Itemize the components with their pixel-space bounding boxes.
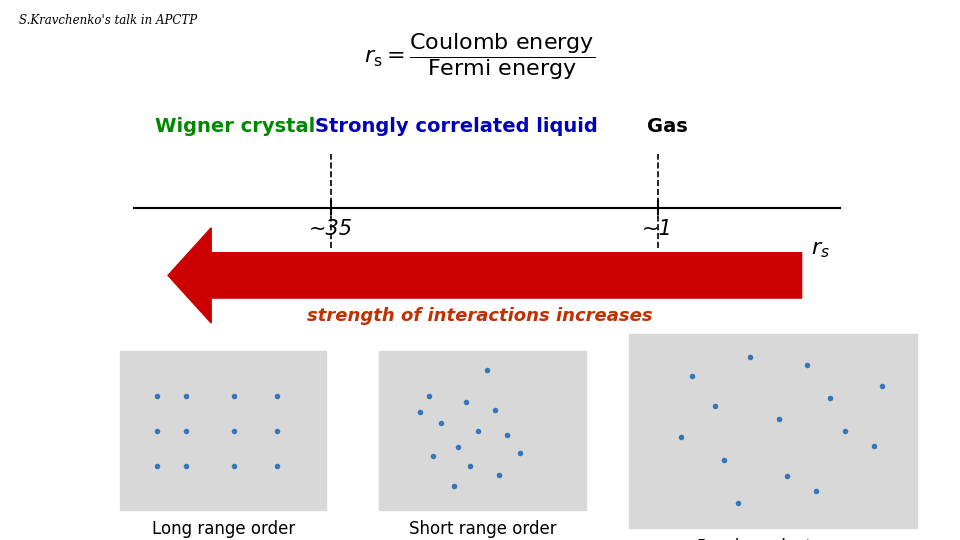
Text: Long range order: Long range order bbox=[152, 520, 295, 538]
Polygon shape bbox=[168, 228, 802, 323]
Bar bbox=[629, 334, 917, 528]
Text: $r_s$: $r_s$ bbox=[811, 240, 830, 260]
Text: $r_\mathrm{s} = \dfrac{\mathrm{Coulomb\ energy}}{\mathrm{Fermi\ energy}}$: $r_\mathrm{s} = \dfrac{\mathrm{Coulomb\ … bbox=[365, 31, 595, 82]
Text: Gas: Gas bbox=[647, 117, 687, 137]
Text: Random electrons: Random electrons bbox=[698, 538, 848, 540]
Bar bbox=[379, 351, 586, 510]
Text: Strongly correlated liquid: Strongly correlated liquid bbox=[315, 117, 597, 137]
Text: ~1: ~1 bbox=[642, 219, 673, 239]
Text: Short range order: Short range order bbox=[409, 520, 556, 538]
Text: S.Kravchenko's talk in APCTP: S.Kravchenko's talk in APCTP bbox=[19, 14, 198, 26]
Bar bbox=[120, 351, 326, 510]
Text: strength of interactions increases: strength of interactions increases bbox=[307, 307, 653, 325]
Text: Wigner crystal: Wigner crystal bbox=[156, 117, 315, 137]
Text: ~35: ~35 bbox=[309, 219, 353, 239]
